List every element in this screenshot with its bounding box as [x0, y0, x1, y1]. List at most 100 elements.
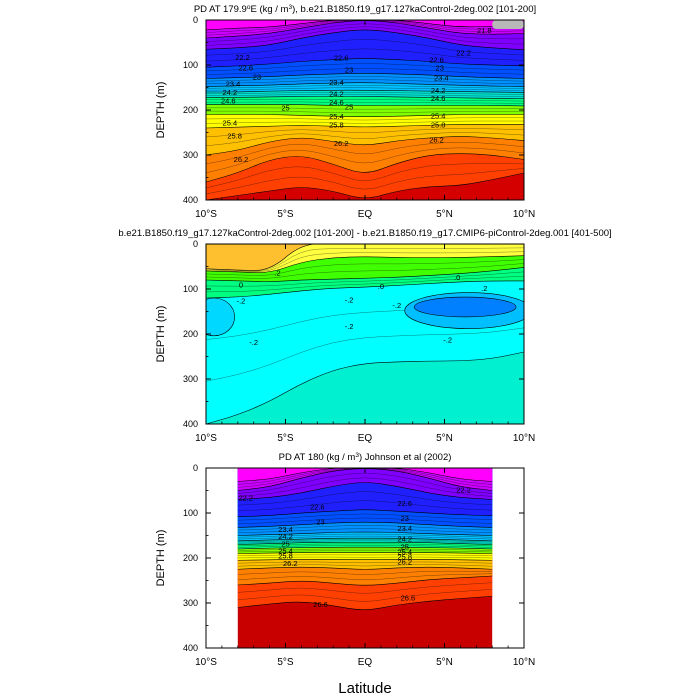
y-tick-label: 300 — [183, 150, 198, 160]
contour-line-minor — [206, 99, 524, 102]
x-tick-label: 5°N — [436, 209, 453, 220]
x-tick-label: 10°S — [195, 209, 217, 220]
contour-line-minor — [237, 517, 493, 524]
x-tick-label: 10°N — [513, 209, 535, 220]
y-tick-label: 400 — [183, 643, 198, 653]
contour-label: 24.6 — [221, 96, 236, 105]
contour-line — [206, 124, 524, 129]
contour-line-minor — [237, 545, 493, 548]
x-tick-label: 5°N — [436, 657, 453, 668]
contour-label: 25 — [281, 104, 289, 113]
contour-line-minor — [237, 589, 493, 602]
contour-line-minor — [206, 68, 524, 75]
x-tick-label: EQ — [358, 433, 373, 444]
contour-line-minor — [237, 477, 493, 497]
contour-line-minor — [206, 128, 524, 138]
y-tick-label: 100 — [183, 508, 198, 518]
y-tick-label: 100 — [183, 284, 198, 294]
contour-label: 26.2 — [334, 139, 349, 148]
contour-label: 25 — [345, 103, 353, 112]
contour-line-minor — [206, 117, 524, 121]
contour-line — [206, 255, 524, 273]
contour-line — [237, 537, 493, 542]
contour-label: .2 — [481, 284, 487, 293]
contour-line-minor — [206, 247, 524, 272]
contour-label: 21.8 — [477, 26, 492, 35]
contour-label: -.2 — [345, 296, 354, 305]
contour-label: 23 — [345, 65, 353, 74]
contour-label: -.2 — [443, 336, 452, 345]
y-tick-label: 200 — [183, 329, 198, 339]
contour-label: 23 — [401, 514, 409, 523]
contour-label: 24.6 — [329, 98, 344, 107]
contour-line — [206, 153, 524, 183]
contour-line — [237, 552, 493, 554]
contour-field: 22.222.62323.424.22525.425.826.226.622.6… — [237, 468, 493, 648]
contour-label: 25.4 — [431, 111, 446, 120]
contour-line-minor — [206, 107, 524, 110]
contour-label: -.2 — [392, 301, 401, 310]
contour-line-minor — [206, 87, 524, 91]
contour-label: .2 — [274, 269, 280, 278]
contour-label: 22.2 — [235, 53, 250, 62]
contour-line-minor — [237, 582, 493, 594]
contour-label: 23.4 — [278, 525, 293, 534]
contour-label: 22.6 — [238, 64, 253, 73]
x-tick-label: 10°N — [513, 433, 535, 444]
contour-label: 24.2 — [278, 532, 293, 541]
y-tick-label: 400 — [183, 419, 198, 429]
x-axis-label-latitude: Latitude — [338, 680, 391, 697]
contour-label: 25.4 — [278, 547, 293, 556]
contour-line — [237, 521, 493, 528]
contour-line — [206, 351, 524, 424]
y-tick-label: 0 — [193, 239, 198, 249]
y-axis-label: DEPTH (m) — [155, 306, 167, 363]
anomaly-blob — [413, 296, 517, 318]
contour-line-minor — [206, 26, 524, 46]
contour-line — [237, 482, 493, 500]
contour-line-minor — [206, 163, 524, 189]
contour-line-minor — [237, 468, 493, 488]
y-tick-label: 200 — [183, 553, 198, 563]
contour-field: .2 0 -.2 -.2 -.2 -.2 -.2 .0 .2 .0 -.2 — [206, 244, 524, 424]
contour-line-minor — [237, 548, 493, 551]
contour-label: 23.4 — [329, 78, 344, 87]
contour-line-minor — [237, 540, 493, 544]
contour-label: 22.2 — [456, 485, 471, 494]
contour-label: 26.6 — [401, 593, 416, 602]
contour-line — [206, 20, 524, 39]
contour-label: 26.2 — [234, 155, 249, 164]
contour-line — [206, 20, 524, 31]
contour-line-minor — [206, 20, 524, 36]
contour-label: 26.2 — [397, 557, 412, 566]
contour-line-minor — [237, 550, 493, 553]
contour-line — [206, 89, 524, 93]
contour-label: -.2 — [249, 338, 258, 347]
contour-line-minor — [237, 564, 493, 567]
contour-line-minor — [206, 168, 524, 195]
contour-line-minor — [206, 85, 524, 89]
y-tick-label: 0 — [193, 463, 198, 473]
contour-label: 22.2 — [238, 494, 253, 503]
contour-line-minor — [237, 556, 493, 559]
contour-label: 23 — [316, 517, 324, 526]
contour-line — [237, 541, 493, 545]
contour-line-minor — [206, 23, 524, 42]
contour-label: 25.8 — [397, 553, 412, 562]
x-tick-label: 10°S — [195, 657, 217, 668]
panel-middle-difference: .2 0 -.2 -.2 -.2 -.2 -.2 .0 .2 .0 -.2 10°S 5°S EQ 5°N 1… — [118, 228, 611, 444]
contour-label: 23 — [436, 64, 444, 73]
contour-label: 26.2 — [429, 136, 444, 145]
contour-label: 0 — [239, 280, 243, 289]
y-tick-label: 200 — [183, 105, 198, 115]
contour-line — [237, 468, 493, 482]
x-tick-label: 10°N — [513, 657, 535, 668]
missing-data-patch — [492, 20, 524, 29]
contour-line-minor — [237, 491, 493, 506]
contour-line — [237, 559, 493, 561]
contour-label: 24.2 — [431, 86, 446, 95]
x-tick-label: 5°N — [436, 433, 453, 444]
contour-line-minor — [206, 110, 524, 114]
contour-label: 25 — [401, 543, 409, 552]
contour-line-minor — [206, 63, 524, 72]
